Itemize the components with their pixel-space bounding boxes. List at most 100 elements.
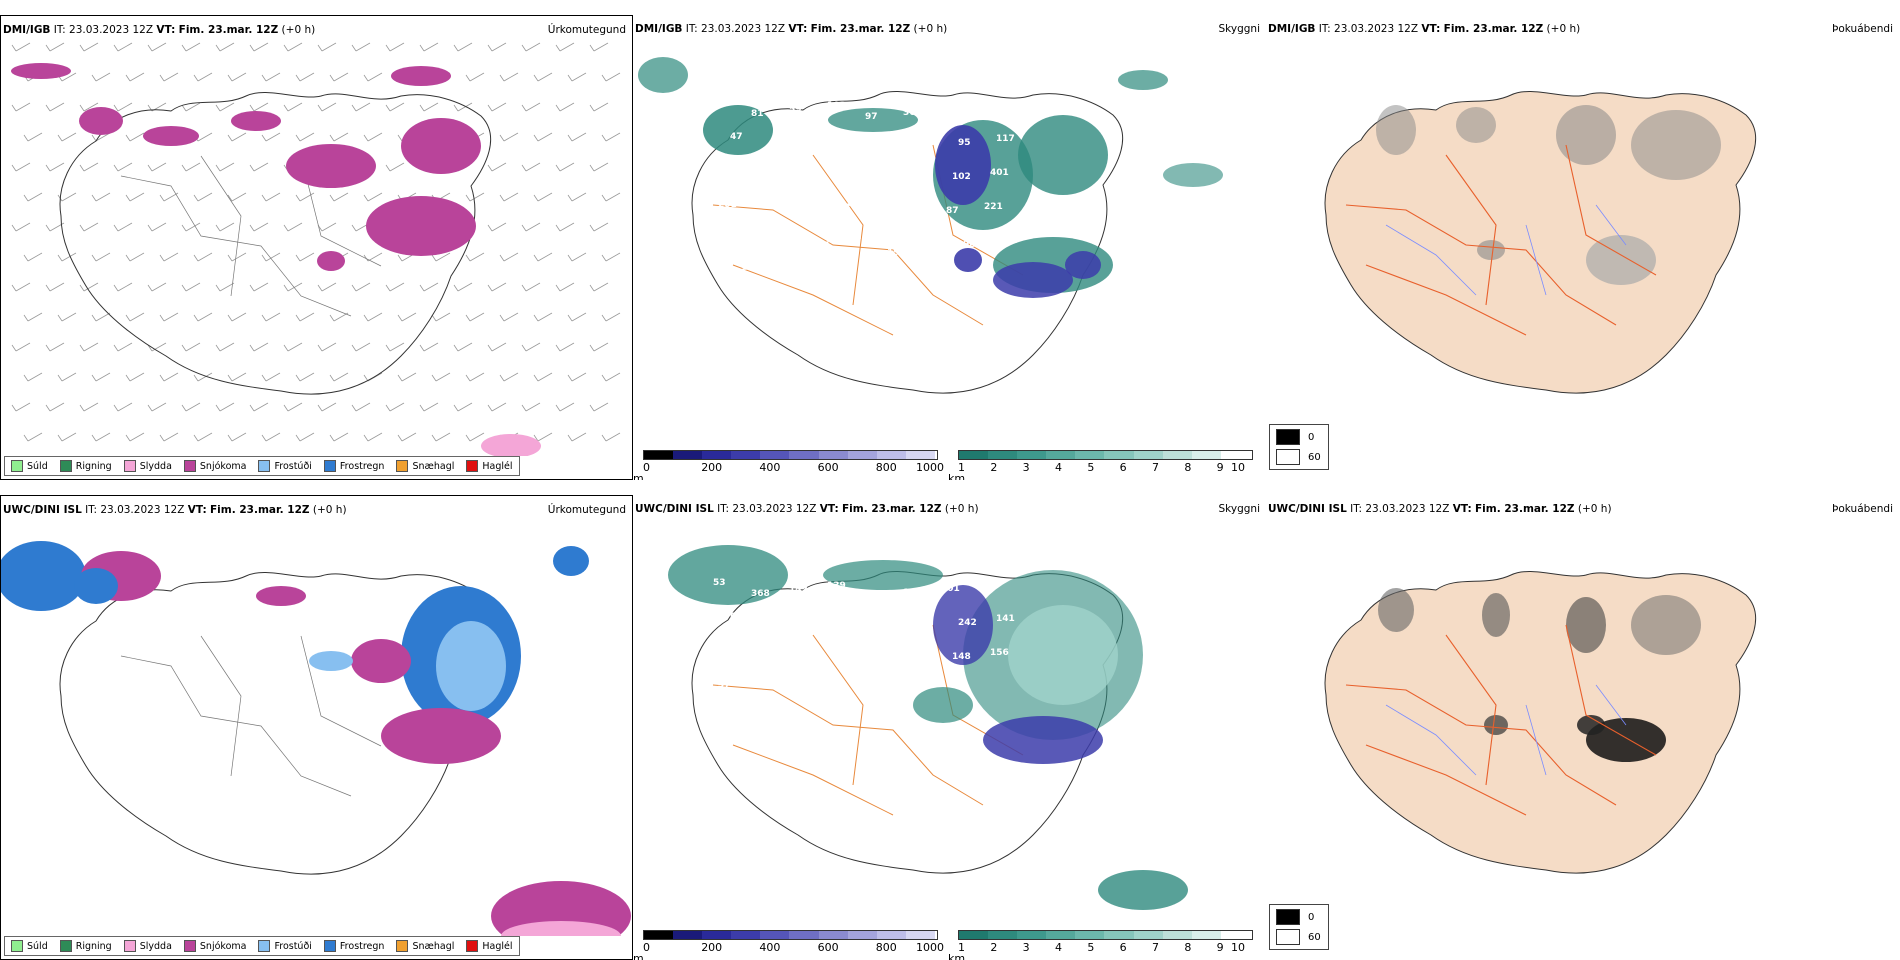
wind-barb <box>363 312 383 322</box>
legend-label: Slydda <box>139 940 172 952</box>
colorbar-swatch <box>702 931 732 939</box>
colorbar-swatch <box>1162 931 1192 939</box>
legend-swatch <box>123 460 136 472</box>
fog-panel-top: DMI/IGB IT: 23.03.2023 12Z VT: Fim. 23.m… <box>1266 15 1899 480</box>
visibility-labels: 944 81 59 103 97 369 101 535 47 267 138 78 86 79 95 117… <box>713 98 1020 278</box>
colorbar-tick: 3 <box>1022 941 1030 954</box>
wind-barb <box>125 192 145 202</box>
wind-barb <box>159 372 179 382</box>
wind-barb <box>601 312 621 322</box>
wind-barb <box>601 252 621 262</box>
colorbar-swatch <box>760 931 790 939</box>
colorbar-tick: 1000 <box>916 941 944 954</box>
wind-barb <box>283 102 303 112</box>
wind-barb <box>601 432 621 442</box>
wind-barb <box>147 162 167 172</box>
visibility-value: 944 <box>713 98 732 108</box>
panel-header: UWC/DINI ISL IT: 23.03.2023 12Z VT: Fim.… <box>3 504 628 518</box>
wind-barb <box>283 402 303 412</box>
visibility-value: 148 <box>952 652 971 662</box>
snow-area-se <box>491 881 631 936</box>
wind-barb <box>181 282 201 292</box>
wind-barb <box>487 342 507 352</box>
wind-barb <box>125 252 145 262</box>
legend-item: Haglél <box>466 940 513 952</box>
legend-item: Haglél <box>466 460 513 472</box>
wind-barb <box>385 402 405 412</box>
wind-barb <box>567 132 587 142</box>
wind-barb <box>249 162 269 172</box>
visibility-value: 104 <box>762 177 781 187</box>
fog-legend: 0 60 <box>1269 904 1329 950</box>
legend-swatch <box>258 460 271 472</box>
wind-barb <box>465 312 485 322</box>
legend-item: Snjókoma <box>183 940 246 952</box>
colorbar-swatch <box>1017 451 1047 459</box>
wind-barb <box>113 282 133 292</box>
colorbar-swatch <box>988 451 1018 459</box>
wind-barb <box>317 402 337 412</box>
colorbar-swatch <box>789 451 819 459</box>
visibility-value: 201 <box>718 200 737 210</box>
panel-header: UWC/DINI ISL IT: 23.03.2023 12Z VT: Fim.… <box>635 503 1262 517</box>
wind-barb <box>601 372 621 382</box>
colorbar-tick: 6 <box>1119 461 1127 474</box>
wind-barb <box>589 102 609 112</box>
vt-value: Fim. 23.mar. 12Z <box>810 23 911 35</box>
precip-map <box>11 42 621 456</box>
colorbar-swatch <box>731 931 761 939</box>
wind-barb <box>215 342 235 352</box>
legend-item: Slydda <box>123 940 172 952</box>
visibility-value: 527 <box>844 615 863 625</box>
legend-swatch <box>11 460 23 472</box>
legend-item: Frostregn <box>323 460 385 472</box>
wind-barb <box>215 222 235 232</box>
lead-time: (+0 h) <box>913 23 948 35</box>
wind-barb <box>589 42 609 52</box>
wind-barb <box>533 252 553 262</box>
colorbar-swatch <box>1133 451 1163 459</box>
wind-barb <box>283 282 303 292</box>
wind-barb <box>261 132 281 142</box>
fog-swatch-60 <box>1276 929 1300 945</box>
legend-label: Frostregn <box>339 460 385 472</box>
visibility-areas <box>668 545 1188 910</box>
height-colorbar: m 0 200 400 600 800 1000 <box>633 930 944 960</box>
colorbar-tick: 10 <box>1231 941 1245 954</box>
it-label: IT: <box>1318 23 1331 35</box>
wind-barb <box>431 312 451 322</box>
wind-barb <box>227 192 247 202</box>
wind-barb <box>91 432 111 442</box>
fog-map <box>1324 571 1756 874</box>
wind-barb <box>465 72 485 82</box>
wind-barb <box>295 372 315 382</box>
panel-header: DMI/IGB IT: 23.03.2023 12Z VT: Fim. 23.m… <box>1268 23 1895 37</box>
visibility-value: 37 <box>718 680 731 690</box>
wind-barb <box>193 372 213 382</box>
colorbar-swatch <box>988 931 1018 939</box>
visibility-value: 305 <box>838 649 857 659</box>
colorbar-swatch <box>1191 931 1221 939</box>
vt-label: VT: <box>819 503 839 515</box>
vt-value: Fim. 23.mar. 12Z <box>842 503 942 515</box>
wind-barb <box>499 192 519 202</box>
wind-barb <box>499 312 519 322</box>
panel-header: UWC/DINI ISL IT: 23.03.2023 12Z VT: Fim.… <box>1268 503 1895 517</box>
wind-barb <box>351 42 371 52</box>
colorbar-swatch <box>1133 931 1163 939</box>
colorbar-swatch <box>1104 931 1134 939</box>
wind-barb <box>45 42 65 52</box>
colorbar-swatch <box>905 931 935 939</box>
fog-legend-label-0: 0 <box>1308 431 1315 443</box>
wind-barb <box>397 312 417 322</box>
wind-barb <box>113 42 133 52</box>
colorbar-swatch <box>818 451 848 459</box>
visibility-value: 86 <box>882 146 895 156</box>
it-value: 23.03.2023 12Z <box>69 24 154 36</box>
wind-barb <box>601 72 621 82</box>
vt-label: VT: <box>1421 23 1441 35</box>
wind-barb <box>11 402 31 412</box>
colorbar-tick: 5 <box>1087 941 1095 954</box>
wind-barb <box>363 72 383 82</box>
model-name: UWC/DINI ISL <box>3 504 82 516</box>
